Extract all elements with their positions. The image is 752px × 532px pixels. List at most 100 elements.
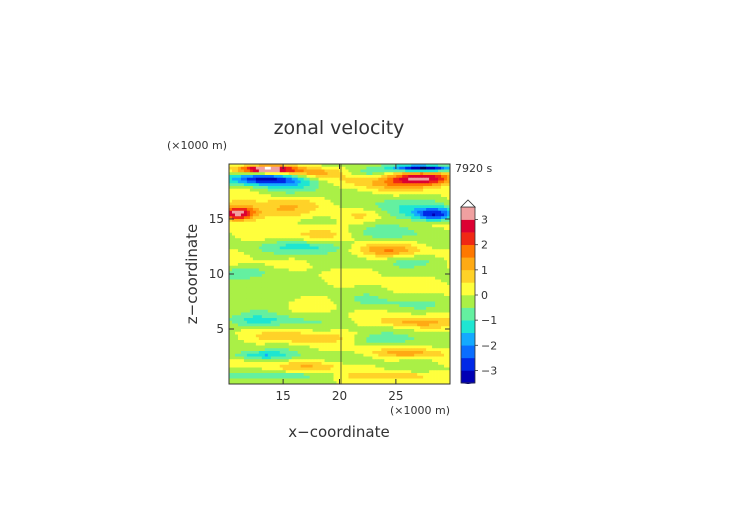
heat-cell <box>291 175 296 179</box>
heat-cell <box>438 224 442 228</box>
heat-cell <box>237 323 242 327</box>
heat-cell <box>351 172 355 176</box>
heat-cell <box>324 254 328 258</box>
heat-cell <box>384 243 388 247</box>
heat-cell <box>366 243 370 247</box>
heat-cell <box>426 342 430 346</box>
heat-cell <box>363 260 367 264</box>
heat-cell <box>261 340 266 344</box>
heat-cell <box>408 296 412 300</box>
heat-cell <box>288 186 293 190</box>
heat-cell <box>297 188 302 192</box>
heat-cell <box>285 208 290 212</box>
heat-cell <box>423 246 427 250</box>
heat-cell <box>381 271 385 275</box>
heat-cell <box>312 334 316 338</box>
heat-cell <box>429 172 433 176</box>
heat-cell <box>288 337 293 341</box>
heat-cell <box>315 172 319 176</box>
heat-cell <box>318 285 322 289</box>
heat-cell <box>300 265 305 269</box>
heat-cell <box>363 177 367 181</box>
heat-cell <box>432 169 436 173</box>
heat-cell <box>393 249 397 253</box>
heat-cell <box>357 329 361 333</box>
heat-cell <box>432 309 436 313</box>
heat-cell <box>444 252 448 256</box>
heat-cell <box>414 205 418 209</box>
heat-cell <box>258 334 263 338</box>
heat-cell <box>411 274 415 278</box>
heat-cell <box>426 172 430 176</box>
heat-cell <box>282 296 287 300</box>
heat-cell <box>327 183 331 187</box>
heat-cell <box>402 298 406 302</box>
heat-cell <box>267 304 272 308</box>
heat-cell <box>378 213 382 217</box>
heat-cell <box>267 309 272 313</box>
heat-cell <box>252 186 257 190</box>
heat-cell <box>249 307 254 311</box>
heat-cell <box>375 318 379 322</box>
heat-cell <box>303 282 307 286</box>
heat-cell <box>252 268 257 272</box>
heat-cell <box>288 301 293 305</box>
heat-cell <box>300 285 305 289</box>
heat-cell <box>255 337 260 341</box>
heat-cell <box>432 257 436 261</box>
heat-cell <box>399 191 403 195</box>
heat-cell <box>246 230 251 234</box>
heat-cell <box>396 180 400 184</box>
heat-cell <box>408 279 412 283</box>
heat-cell <box>354 166 358 170</box>
heat-cell <box>390 188 394 192</box>
heat-cell <box>447 301 450 305</box>
heat-cell <box>342 263 346 267</box>
heat-cell <box>429 274 433 278</box>
heat-cell <box>375 315 379 319</box>
heat-cell <box>354 257 358 261</box>
heat-cell <box>333 329 337 333</box>
heat-cell <box>229 331 233 335</box>
heat-cell <box>258 221 263 225</box>
heat-cell <box>303 197 307 201</box>
heat-cell <box>402 169 406 173</box>
heat-cell <box>399 334 403 338</box>
heat-cell <box>309 205 313 209</box>
heat-cell <box>336 216 340 220</box>
heat-cell <box>252 241 257 245</box>
heat-cell <box>351 208 355 212</box>
heat-cell <box>291 293 296 297</box>
heat-cell <box>336 290 340 294</box>
heat-cell <box>318 318 322 322</box>
heat-cell <box>447 320 450 324</box>
heat-cell <box>441 334 445 338</box>
heat-cell <box>255 276 260 280</box>
heat-cell <box>423 337 427 341</box>
heat-cell <box>414 252 418 256</box>
heat-cell <box>414 210 418 214</box>
heat-cell <box>303 246 307 250</box>
heat-cell <box>285 274 290 278</box>
heat-cell <box>294 180 299 184</box>
heat-cell <box>231 274 236 278</box>
heat-cell <box>426 318 430 322</box>
heat-cell <box>372 274 376 278</box>
heat-cell <box>309 175 313 179</box>
heat-cell <box>336 172 340 176</box>
heat-cell <box>435 263 439 267</box>
heat-cell <box>294 235 299 239</box>
heat-cell <box>429 169 433 173</box>
heat-cell <box>384 309 388 313</box>
heat-cell <box>324 340 328 344</box>
heat-cell <box>369 216 373 220</box>
heat-cell <box>309 213 313 217</box>
heat-cell <box>318 307 322 311</box>
heat-cell <box>441 320 445 324</box>
heat-cell <box>324 169 328 173</box>
heat-cell <box>423 334 427 338</box>
heat-cell <box>387 169 391 173</box>
heat-cell <box>366 323 370 327</box>
heat-cell <box>357 216 361 220</box>
heat-cell <box>231 249 236 253</box>
